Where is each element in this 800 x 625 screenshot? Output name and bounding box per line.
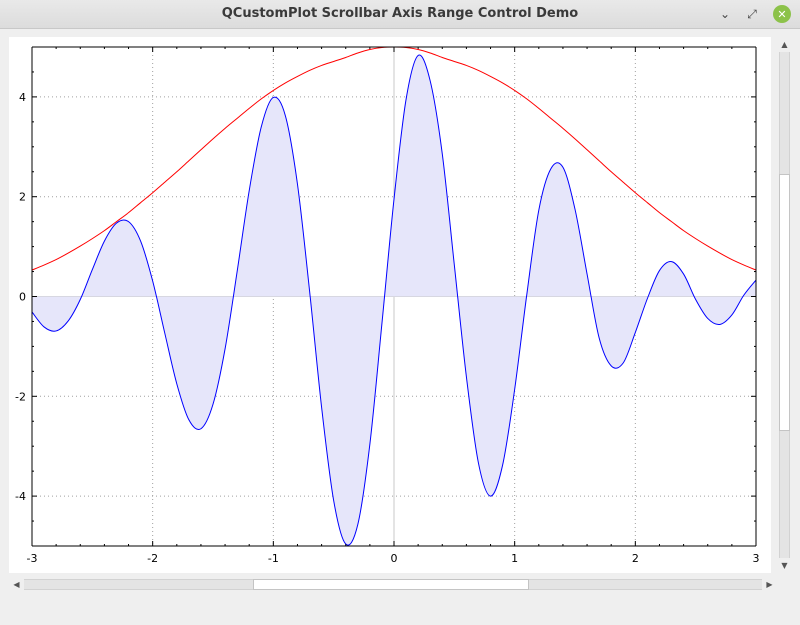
- scroll-left-icon[interactable]: ◀: [13, 580, 20, 589]
- vertical-scroll-handle[interactable]: [779, 174, 790, 431]
- y-tick-label-4: 4: [19, 91, 26, 104]
- horizontal-scrollbar[interactable]: ◀ ▶: [9, 577, 777, 592]
- title-bar: QCustomPlot Scrollbar Axis Range Control…: [0, 0, 800, 29]
- y-tick-label-1: -2: [15, 390, 26, 403]
- scroll-down-icon[interactable]: ▼: [781, 561, 788, 570]
- window-title: QCustomPlot Scrollbar Axis Range Control…: [221, 6, 579, 21]
- x-tick-label-2: -1: [268, 552, 279, 565]
- chart[interactable]: -3 -2 -1 0 1 2 3 -4 -2 0 2 4: [9, 37, 771, 573]
- vertical-scrollbar[interactable]: ▲ ▼: [777, 37, 792, 573]
- close-icon[interactable]: ✕: [773, 5, 791, 23]
- scroll-up-icon[interactable]: ▲: [781, 40, 788, 49]
- x-tick-label-3: 0: [391, 552, 398, 565]
- x-tick-label-1: -2: [147, 552, 158, 565]
- series-0-fill: [32, 55, 756, 546]
- series-1-line: [32, 47, 756, 271]
- horizontal-scroll-handle[interactable]: [253, 579, 529, 590]
- plot-area[interactable]: -3 -2 -1 0 1 2 3 -4 -2 0 2 4: [9, 37, 771, 573]
- scroll-right-icon[interactable]: ▶: [766, 580, 773, 589]
- x-tick-label-0: -3: [27, 552, 38, 565]
- y-tick-label-2: 0: [19, 291, 26, 304]
- x-tick-label-5: 2: [632, 552, 639, 565]
- x-tick-label-4: 1: [511, 552, 518, 565]
- series-0-line: [32, 54, 756, 546]
- maximize-icon[interactable]: ⤢: [747, 6, 757, 21]
- y-tick-label-3: 2: [19, 191, 26, 204]
- y-tick-label-0: -4: [15, 490, 26, 503]
- minimize-icon[interactable]: ⌄: [719, 7, 731, 21]
- x-tick-label-6: 3: [753, 552, 760, 565]
